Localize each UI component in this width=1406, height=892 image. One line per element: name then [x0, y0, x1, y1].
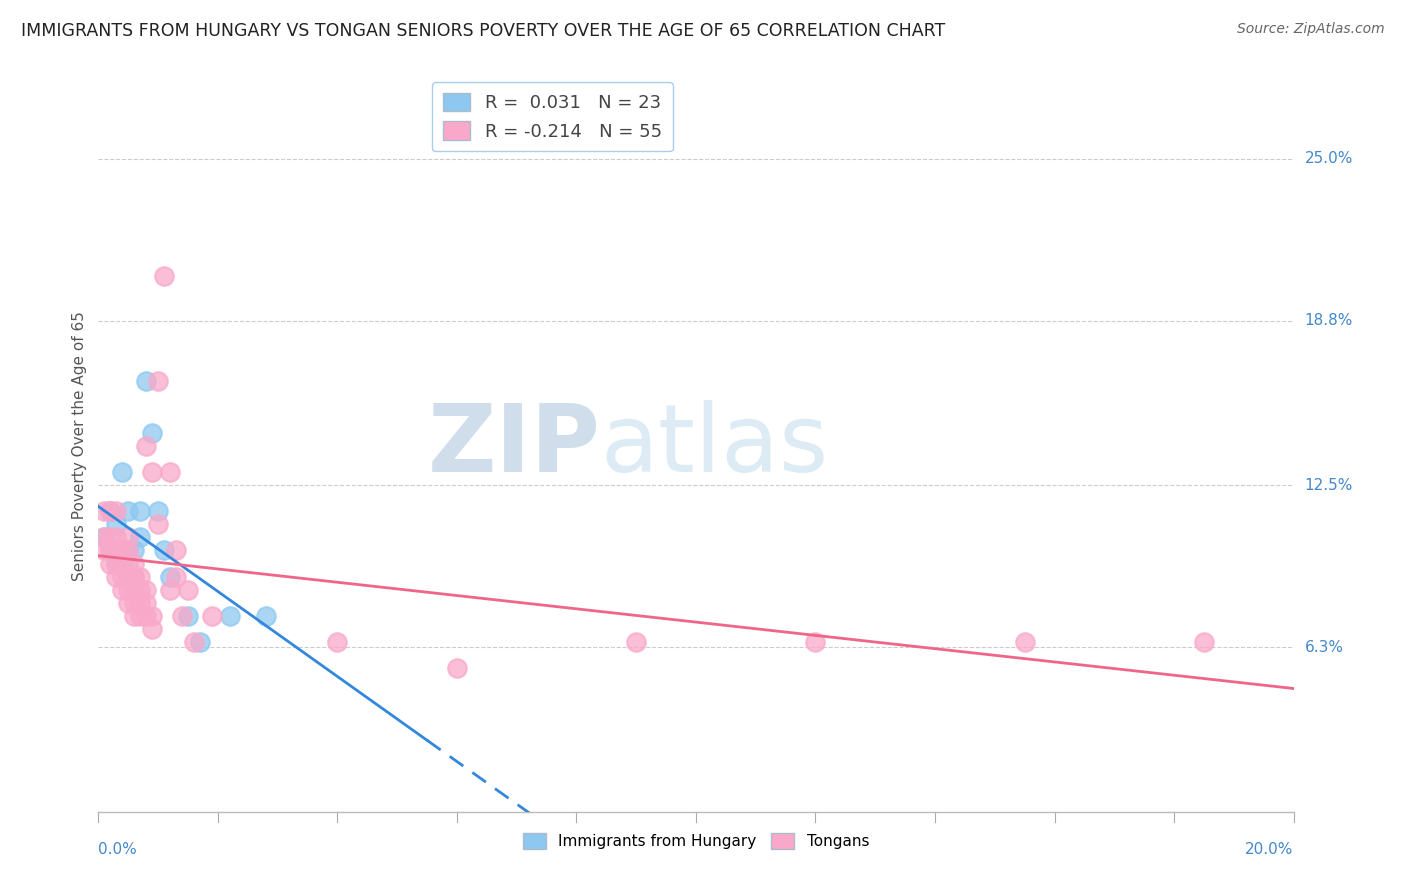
- Point: [117, 543, 139, 558]
- Point: [188, 635, 211, 649]
- Point: [111, 465, 134, 479]
- Point: [153, 543, 176, 558]
- Text: 6.3%: 6.3%: [1305, 640, 1344, 655]
- Point: [148, 517, 170, 532]
- Point: [111, 569, 134, 583]
- Point: [172, 608, 194, 623]
- Point: [183, 635, 205, 649]
- Point: [177, 582, 200, 597]
- Point: [129, 569, 152, 583]
- Text: 12.5%: 12.5%: [1305, 478, 1353, 492]
- Point: [111, 557, 134, 571]
- Point: [1014, 635, 1036, 649]
- Point: [117, 557, 139, 571]
- Point: [98, 504, 122, 518]
- Point: [446, 661, 468, 675]
- Point: [93, 530, 115, 544]
- Point: [141, 622, 163, 636]
- Text: 0.0%: 0.0%: [98, 842, 138, 857]
- Point: [124, 596, 146, 610]
- Point: [135, 608, 157, 623]
- Point: [98, 504, 122, 518]
- Point: [1192, 635, 1215, 649]
- Point: [141, 465, 163, 479]
- Point: [129, 530, 152, 544]
- Point: [141, 425, 163, 440]
- Point: [111, 543, 134, 558]
- Point: [165, 543, 187, 558]
- Text: 20.0%: 20.0%: [1246, 842, 1294, 857]
- Point: [159, 582, 181, 597]
- Point: [129, 596, 152, 610]
- Point: [129, 504, 152, 518]
- Point: [177, 608, 200, 623]
- Point: [117, 569, 139, 583]
- Point: [124, 569, 146, 583]
- Point: [111, 582, 134, 597]
- Point: [165, 569, 187, 583]
- Point: [159, 465, 181, 479]
- Point: [159, 569, 181, 583]
- Point: [105, 530, 128, 544]
- Point: [98, 543, 122, 558]
- Text: 25.0%: 25.0%: [1305, 151, 1353, 166]
- Point: [105, 517, 128, 532]
- Point: [129, 608, 152, 623]
- Point: [117, 504, 139, 518]
- Point: [148, 374, 170, 388]
- Point: [141, 608, 163, 623]
- Point: [105, 569, 128, 583]
- Point: [124, 608, 146, 623]
- Text: IMMIGRANTS FROM HUNGARY VS TONGAN SENIORS POVERTY OVER THE AGE OF 65 CORRELATION: IMMIGRANTS FROM HUNGARY VS TONGAN SENIOR…: [21, 22, 945, 40]
- Point: [135, 439, 157, 453]
- Point: [135, 582, 157, 597]
- Point: [105, 557, 128, 571]
- Point: [219, 608, 242, 623]
- Point: [254, 608, 277, 623]
- Point: [117, 530, 139, 544]
- Point: [124, 557, 146, 571]
- Legend: Immigrants from Hungary, Tongans: Immigrants from Hungary, Tongans: [517, 827, 875, 855]
- Point: [117, 569, 139, 583]
- Text: atlas: atlas: [600, 400, 828, 492]
- Point: [98, 530, 122, 544]
- Point: [153, 269, 176, 284]
- Point: [135, 596, 157, 610]
- Point: [117, 543, 139, 558]
- Point: [124, 569, 146, 583]
- Point: [124, 543, 146, 558]
- Text: ZIP: ZIP: [427, 400, 600, 492]
- Point: [148, 504, 170, 518]
- Point: [93, 543, 115, 558]
- Point: [105, 543, 128, 558]
- Point: [135, 374, 157, 388]
- Point: [93, 504, 115, 518]
- Point: [93, 530, 115, 544]
- Point: [129, 582, 152, 597]
- Point: [326, 635, 349, 649]
- Y-axis label: Seniors Poverty Over the Age of 65: Seniors Poverty Over the Age of 65: [72, 311, 87, 581]
- Point: [111, 543, 134, 558]
- Text: Source: ZipAtlas.com: Source: ZipAtlas.com: [1237, 22, 1385, 37]
- Point: [626, 635, 648, 649]
- Point: [117, 596, 139, 610]
- Point: [105, 504, 128, 518]
- Point: [804, 635, 827, 649]
- Point: [117, 582, 139, 597]
- Point: [98, 543, 122, 558]
- Point: [105, 557, 128, 571]
- Point: [98, 557, 122, 571]
- Point: [124, 582, 146, 597]
- Text: 18.8%: 18.8%: [1305, 313, 1353, 328]
- Point: [201, 608, 224, 623]
